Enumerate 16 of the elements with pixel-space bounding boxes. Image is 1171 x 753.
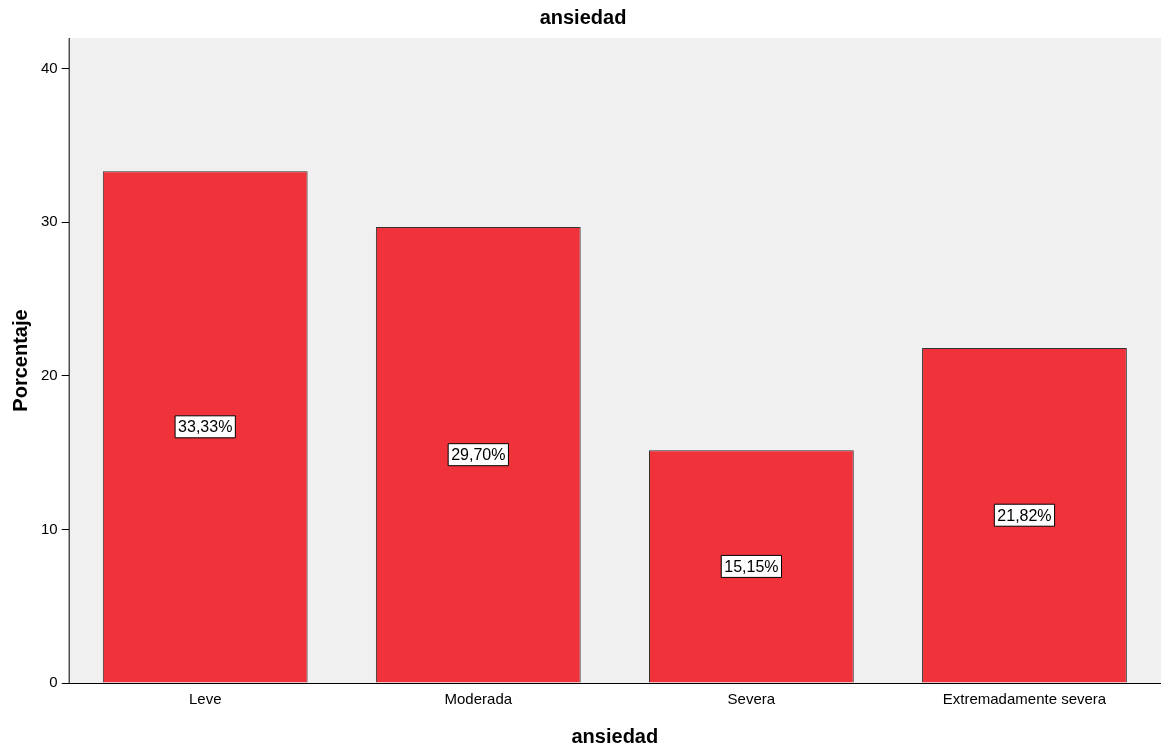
y-tick-label: 0 (49, 673, 58, 691)
data-label: 21,82% (997, 506, 1052, 524)
y-tick-label: 20 (41, 366, 58, 383)
x-tick-label: Severa (727, 690, 776, 708)
y-axis-title: Porcentaje (8, 309, 31, 412)
data-label: 29,70% (451, 446, 506, 464)
x-tick-label: Extremadamente severa (942, 690, 1107, 708)
data-label: 33,33% (178, 418, 233, 436)
chart-title: ansiedad (539, 5, 627, 28)
y-tick-label: 30 (41, 212, 58, 230)
x-axis-title: ansiedad (571, 724, 659, 747)
y-tick-label: 40 (41, 58, 58, 76)
x-tick-label: Leve (188, 690, 222, 708)
data-label: 15,15% (724, 557, 779, 575)
x-tick-label: Moderada (444, 690, 513, 708)
y-tick-label: 10 (41, 519, 58, 537)
